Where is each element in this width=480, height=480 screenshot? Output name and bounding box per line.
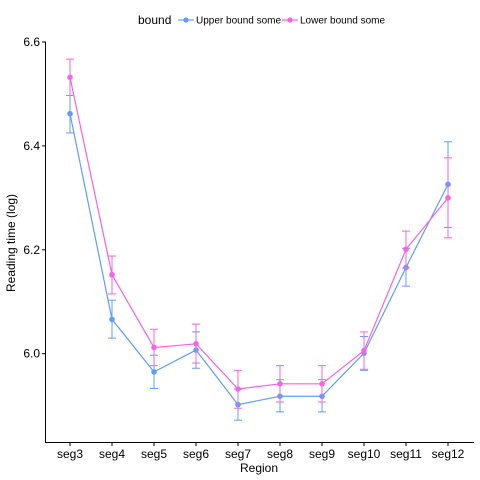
legend-key-dot-upper-bound-some — [183, 17, 189, 23]
series-layer — [66, 58, 452, 421]
point-lower-bound-some-seg4 — [109, 271, 115, 278]
y-tick-label-6-4: 6.4 — [23, 139, 40, 153]
legend-label-upper-bound-some: Upper bound some — [196, 16, 281, 27]
x-tick-label-seg10: seg10 — [348, 447, 381, 461]
series-lower-bound-some — [66, 58, 452, 409]
legend-label-lower-bound-some: Lower bound some — [300, 16, 385, 27]
legend-key-dot-lower-bound-some — [287, 17, 293, 23]
point-lower-bound-some-seg8 — [277, 381, 283, 387]
legend-title: bound — [138, 13, 171, 27]
legend: bound Upper bound some Lower bound some — [138, 13, 385, 27]
point-lower-bound-some-seg5 — [151, 344, 157, 351]
series-upper-bound-some — [66, 95, 452, 421]
point-lower-bound-some-seg11 — [403, 246, 409, 253]
x-tick-label-seg8: seg8 — [267, 447, 293, 461]
x-tick-label-seg5: seg5 — [141, 447, 167, 461]
point-lower-bound-some-seg6 — [193, 341, 199, 347]
y-tick-label-6-2: 6.2 — [23, 243, 40, 257]
x-tick-label-seg12: seg12 — [432, 447, 465, 461]
point-lower-bound-some-seg12 — [445, 195, 451, 201]
point-upper-bound-some-seg3 — [67, 110, 73, 117]
x-tick-label-seg11: seg11 — [390, 447, 422, 461]
x-tick-label-seg7: seg7 — [225, 447, 251, 461]
point-lower-bound-some-seg7 — [235, 386, 241, 392]
point-lower-bound-some-seg10 — [361, 347, 367, 354]
y-tick-label-6-0: 6.0 — [23, 347, 40, 361]
x-axis-title: Region — [240, 461, 278, 475]
legend-item-upper-bound-some: Upper bound some — [178, 16, 281, 27]
x-axis-ticks: seg3 seg4 seg5 seg6 seg7 seg8 seg9 seg10 seg11 se… — [57, 442, 465, 461]
series-line-upper-bound-some — [69, 113, 449, 406]
x-tick-label-seg6: seg6 — [183, 447, 209, 461]
x-tick-label-seg4: seg4 — [99, 447, 125, 461]
legend-item-lower-bound-some: Lower bound some — [282, 16, 385, 27]
point-upper-bound-some-seg4 — [109, 316, 115, 323]
y-axis-title: Reading time (log) — [4, 194, 18, 292]
x-tick-label-seg9: seg9 — [309, 447, 335, 461]
y-tick-label-6-6: 6.6 — [23, 35, 40, 49]
x-tick-label-seg3: seg3 — [57, 447, 83, 461]
point-lower-bound-some-seg9 — [319, 381, 325, 387]
point-lower-bound-some-seg3 — [67, 74, 73, 81]
series-line-lower-bound-some — [69, 77, 449, 390]
point-upper-bound-some-seg5 — [151, 369, 157, 375]
y-axis-ticks: 6.0 6.2 6.4 6.6 — [23, 35, 46, 361]
